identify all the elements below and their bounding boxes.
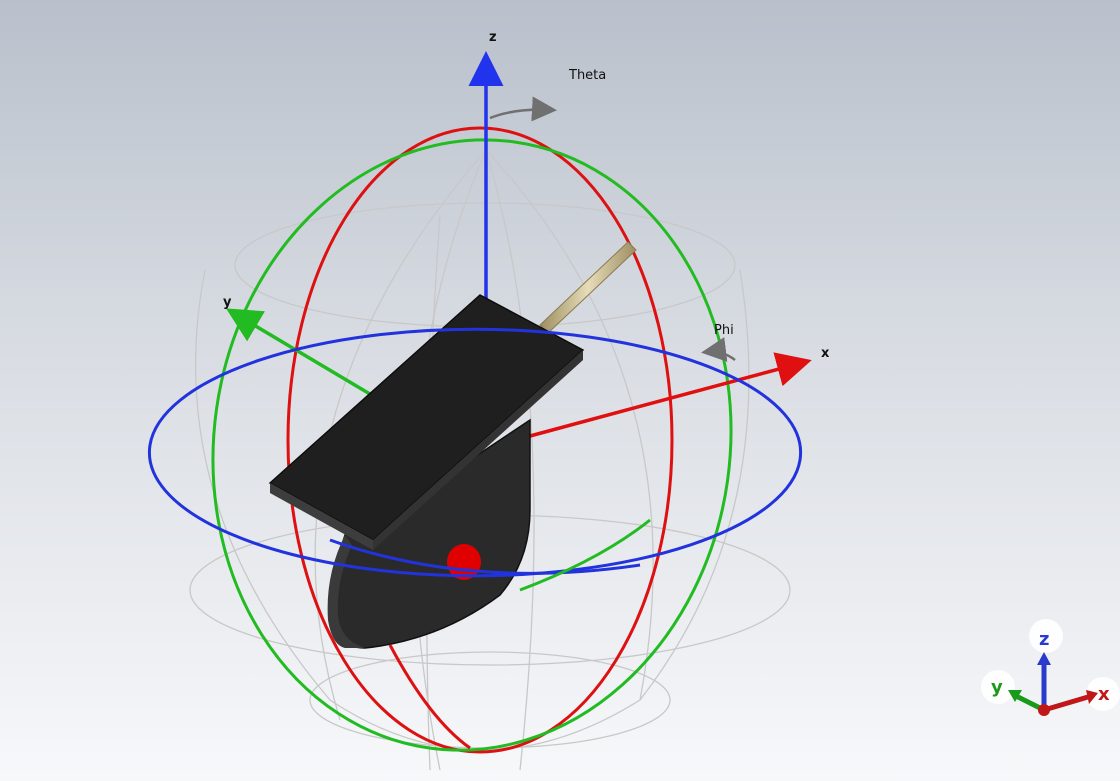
y-axis [225, 308, 381, 402]
orientation-triad[interactable]: z y x [981, 619, 1120, 716]
sphere-latitude-ring [309, 651, 671, 749]
y-axis-label: y [223, 295, 232, 310]
green-ring-front [519, 518, 651, 592]
phi-arrow [701, 337, 736, 362]
triad-x-label: x [1098, 684, 1110, 705]
triad-x-axis [1043, 694, 1089, 713]
phi-ring [147, 327, 803, 578]
x-axis-label: x [821, 346, 830, 361]
triad-y-label: y [991, 677, 1003, 698]
theta-ring [286, 126, 674, 754]
sphere-meridian [485, 149, 654, 701]
sphere-meridian [485, 149, 535, 771]
phi-label: Phi [714, 323, 734, 338]
theta-label: Theta [568, 68, 606, 83]
phi-ring-front [329, 538, 641, 575]
z-axis-label: z [489, 30, 497, 45]
theta-ring-front [388, 644, 471, 750]
triad-origin [1038, 704, 1050, 716]
triad-z-label: z [1039, 629, 1049, 650]
feed-probe [539, 241, 637, 334]
antenna-model [268, 294, 585, 649]
x-axis [529, 352, 812, 438]
theta-arrow [489, 96, 557, 122]
antenna-plate-edge [373, 350, 583, 550]
antenna-plate-edge [270, 483, 373, 550]
green-ring [211, 138, 733, 752]
